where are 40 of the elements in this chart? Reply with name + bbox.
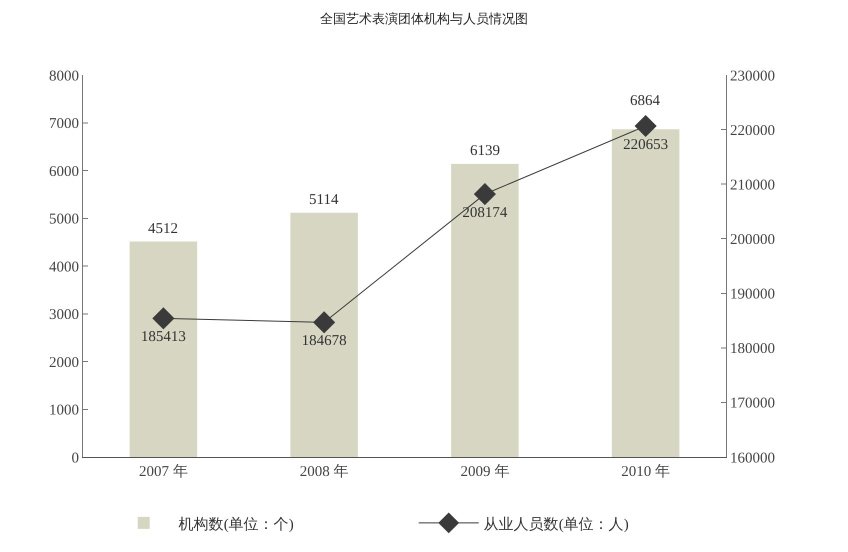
y-tick-label: 5000 <box>49 212 79 228</box>
data-label: 220653 <box>623 136 668 153</box>
legend-label: 机构数(单位：个) <box>178 516 294 533</box>
data-label: 4512 <box>148 221 178 237</box>
point <box>474 183 496 206</box>
data-label: 184678 <box>302 333 347 350</box>
x-tick-label: 2007 年 <box>139 463 188 480</box>
point <box>152 307 174 330</box>
y-tick-label: 0 <box>72 450 79 466</box>
x-tick-label: 2008 年 <box>300 463 349 480</box>
point <box>313 311 336 334</box>
y-tick-label: 3000 <box>49 307 79 323</box>
y2-tick-label: 220000 <box>730 122 775 139</box>
y2-tick-label: 180000 <box>730 341 775 358</box>
y2-tick-label: 170000 <box>730 396 775 412</box>
y2-tick-label: 160000 <box>730 450 775 466</box>
data-label: 6864 <box>630 93 660 109</box>
point <box>634 114 657 138</box>
y-tick-label: 7000 <box>49 116 79 132</box>
y-tick-label: 6000 <box>49 164 79 180</box>
data-label: 5114 <box>309 192 339 208</box>
y-tick-label: 4000 <box>49 259 79 276</box>
y-tick-label: 1000 <box>49 402 79 418</box>
bar <box>612 129 680 457</box>
legend-label: 从业人员数(单位：人) <box>484 516 629 533</box>
y2-tick-label: 230000 <box>730 68 775 84</box>
y2-tick-label: 190000 <box>730 286 775 303</box>
y-tick-label: 8000 <box>49 68 79 84</box>
bar <box>290 212 358 457</box>
chart-title: 全国艺术表演团体机构与人员情况图 <box>320 12 528 27</box>
data-label: 185413 <box>140 329 186 346</box>
y2-tick-label: 200000 <box>730 232 775 248</box>
y2-tick-label: 210000 <box>730 177 775 194</box>
x-tick-label: 2010 年 <box>621 463 670 480</box>
bar <box>451 164 519 457</box>
bar <box>130 242 198 457</box>
y-tick-label: 2000 <box>49 354 79 371</box>
data-label: 6139 <box>470 143 500 159</box>
x-tick-label: 2009 年 <box>460 463 510 480</box>
data-label: 208174 <box>462 204 508 221</box>
